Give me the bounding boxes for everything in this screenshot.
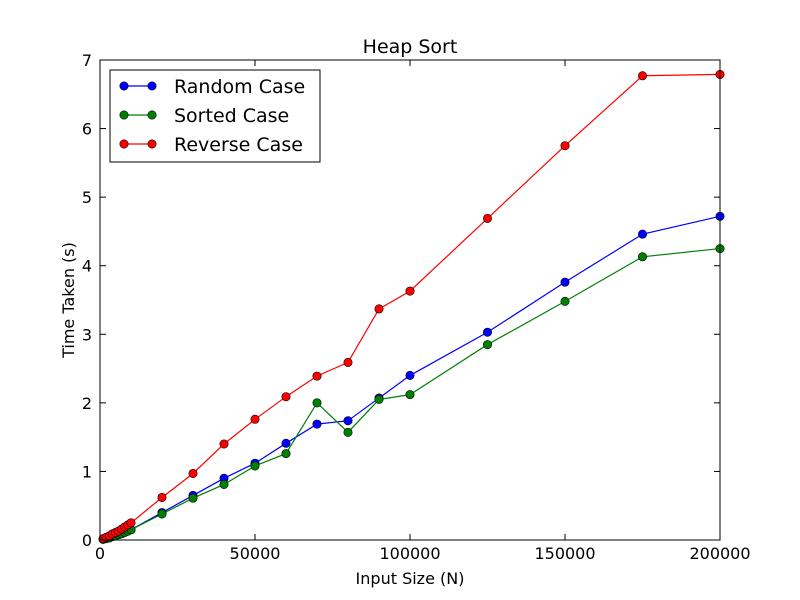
legend-marker: [119, 110, 129, 120]
legend-marker: [147, 81, 157, 91]
y-tick-label: 6: [82, 120, 92, 139]
legend-item-random-case: Random Case: [119, 76, 305, 98]
plot-area: [98, 69, 725, 544]
legend: Random Case Sorted Case Reverse Case: [109, 69, 321, 163]
chart-title: Heap Sort: [363, 36, 458, 58]
legend-label: Random Case: [174, 76, 305, 98]
legend-marker: [147, 139, 157, 149]
data-point-sorted-case: [312, 398, 322, 408]
data-point-random-case: [343, 416, 353, 426]
legend-marker: [119, 139, 129, 149]
series-reverse-case: [98, 69, 725, 544]
legend-box: [109, 69, 321, 163]
data-point-reverse-case: [219, 439, 229, 449]
y-tick-label: 3: [82, 325, 92, 344]
data-point-random-case: [281, 438, 291, 448]
data-point-reverse-case: [126, 518, 136, 528]
legend-marker: [119, 81, 129, 91]
data-point-random-case: [405, 370, 415, 380]
legend-item-sorted-case: Sorted Case: [119, 105, 289, 127]
x-tick-label: 150000: [534, 544, 595, 563]
legend-marker: [147, 110, 157, 120]
data-point-sorted-case: [219, 479, 229, 489]
y-tick-label: 7: [82, 51, 92, 70]
data-point-reverse-case: [637, 71, 647, 81]
y-axis-title: Time Taken (s): [59, 242, 78, 359]
data-point-reverse-case: [405, 286, 415, 296]
legend-item-reverse-case: Reverse Case: [119, 134, 303, 156]
data-point-reverse-case: [250, 414, 260, 424]
y-tick-label: 2: [82, 394, 92, 413]
data-point-reverse-case: [374, 304, 384, 314]
data-point-random-case: [560, 277, 570, 287]
y-tick-label: 4: [82, 257, 92, 276]
data-point-sorted-case: [482, 340, 492, 350]
data-point-reverse-case: [560, 141, 570, 151]
data-point-random-case: [637, 229, 647, 239]
data-point-reverse-case: [157, 492, 167, 502]
y-tick-label: 0: [82, 531, 92, 550]
data-point-sorted-case: [637, 252, 647, 262]
y-tick-label: 1: [82, 462, 92, 481]
data-point-reverse-case: [343, 357, 353, 367]
data-point-sorted-case: [250, 461, 260, 471]
data-point-random-case: [482, 327, 492, 337]
y-tick-label: 5: [82, 188, 92, 207]
data-point-sorted-case: [157, 509, 167, 519]
data-point-random-case: [312, 419, 322, 429]
data-point-sorted-case: [281, 449, 291, 459]
axis-ticks: 0 50000 100000 150000 200000 0 1 2 3 4 5 6 7: [82, 51, 751, 563]
data-point-sorted-case: [374, 394, 384, 404]
data-point-reverse-case: [312, 371, 322, 381]
data-point-reverse-case: [281, 392, 291, 402]
data-point-sorted-case: [188, 493, 198, 503]
data-point-sorted-case: [405, 390, 415, 400]
x-tick-label: 50000: [230, 544, 281, 563]
data-point-reverse-case: [482, 213, 492, 223]
x-tick-label: 100000: [379, 544, 440, 563]
x-axis-title: Input Size (N): [356, 569, 465, 588]
data-point-sorted-case: [343, 427, 353, 437]
x-tick-label: 200000: [689, 544, 750, 563]
data-point-reverse-case: [188, 468, 198, 478]
legend-label: Reverse Case: [174, 134, 303, 156]
x-tick-label: 0: [95, 544, 105, 563]
data-point-sorted-case: [560, 296, 570, 306]
legend-label: Sorted Case: [174, 105, 289, 127]
